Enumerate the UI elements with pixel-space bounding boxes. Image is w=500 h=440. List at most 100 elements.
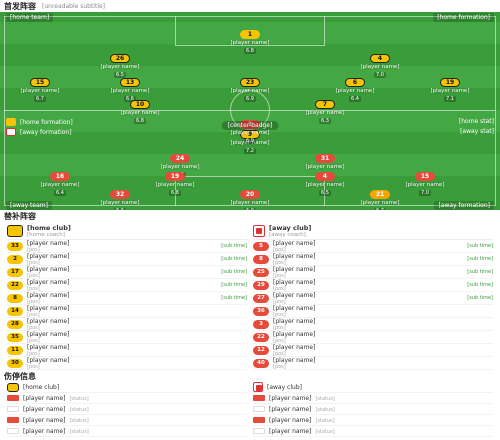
sub-info: [player name] [pos] [273,318,489,331]
table-row[interactable]: 29 [player name] [pos] [sub time] [253,279,493,292]
away-player[interactable]: 15 [player name] 7.0 [400,172,450,196]
home-player-rating: 7.2 [244,148,256,154]
injury-status: [status] [69,418,89,424]
home-player[interactable]: 10 [player name] 6.8 [115,100,165,124]
sub-name: [player name] [273,304,316,312]
away-subs: [away club] [away coach] 5 [player name][… [250,222,496,370]
table-row[interactable]: 35 [player name] [pos] [7,331,247,344]
home-form-formation: [home formation] [20,118,73,126]
home-player[interactable]: 13 [player name] 6.6 [105,78,155,102]
table-row[interactable]: 27 [player name] [pos] [sub time] [253,292,493,305]
sub-number: 33 [7,241,23,251]
sub-info: [player name] [pos] [273,253,463,266]
injury-status: [status] [315,418,335,424]
table-row[interactable]: 11 [player name] [pos] [7,344,247,357]
table-row[interactable]: 28 [player name] [pos] [7,318,247,331]
list-item[interactable]: [player name] [status] [253,415,493,426]
sub-position: [pos] [27,298,40,305]
injury-name: [player name] [23,395,66,402]
away-player[interactable]: 21[player name]6.7 [355,190,405,210]
table-row[interactable]: 8 [player name] [pos] [sub time] [253,253,493,266]
away-player-name: [player name] [305,164,345,170]
table-row[interactable]: 5 [player name] [pos] [sub time] [253,240,493,253]
lineup-header: 首发阵容 [unreadable subtitle] [0,0,500,12]
home-player[interactable]: 7 [player name] 6.3 [300,100,350,124]
home-player-rating: 6.8 [244,48,256,54]
sub-position: [pos] [273,311,286,318]
home-jersey-number: 26 [110,54,130,63]
sub-position: [pos] [273,246,286,253]
table-row[interactable]: 36 [player name] [pos] [253,305,493,318]
sub-name: [player name] [273,343,316,351]
sub-position: [pos] [27,259,40,266]
list-item[interactable]: [player name] [status] [253,393,493,404]
away-player-rating: 6.5 [319,190,331,196]
table-row[interactable]: 12 [player name] [pos] [253,344,493,357]
table-row[interactable]: 22 [player name] [pos] [253,331,493,344]
home-player[interactable]: 4 [player name] 7.0 [355,54,405,78]
list-item[interactable]: [player name] [status] [253,426,493,437]
sub-name: [player name] [27,291,70,299]
away-player-name: [player name] [40,182,80,188]
table-row[interactable]: 2 [player name] [pos] [sub time] [7,253,247,266]
home-player[interactable]: 26 [player name] 6.5 [95,54,145,78]
away-player-rating: 6.4 [54,190,66,196]
sub-number: 3 [253,319,269,329]
list-item[interactable]: [player name] [status] [7,426,247,437]
away-player[interactable]: 19 [player name] 6.8 [150,172,200,196]
home-jersey-number: 4 [370,54,390,63]
away-player[interactable]: 32[player name]6.6 [95,190,145,210]
home-player[interactable]: 1 [player name] 6.8 [225,30,275,54]
sub-number: 2 [7,254,23,264]
away-player-name: [player name] [405,182,445,188]
away-jersey-number: 24 [170,154,190,163]
table-row[interactable]: 14 [player name] [pos] [7,305,247,318]
sub-number: 14 [7,306,23,316]
sub-time: [sub time] [221,295,247,301]
list-item[interactable]: [player name] [status] [7,404,247,415]
list-item[interactable]: [player name] [status] [253,404,493,415]
table-row[interactable]: 22 [player name] [pos] [sub time] [7,279,247,292]
table-row[interactable]: 30 [player name] [pos] [7,357,247,370]
sub-info: [player name] [pos] [27,305,243,318]
home-player[interactable]: 9 [player name] 7.2 [225,130,275,154]
home-player-name: [player name] [360,64,400,70]
table-row[interactable]: 8 [player name] [pos] [sub time] [7,292,247,305]
list-item[interactable]: [player name] [status] [7,393,247,404]
sub-number: 35 [7,332,23,342]
home-injuries-head: [home club] [7,382,247,393]
home-jersey-number: 13 [120,78,140,87]
sub-name: [player name] [27,330,70,338]
away-player[interactable]: 20[player name]6.9 [225,190,275,210]
sub-position: [pos] [273,350,286,357]
injury-icon [7,428,19,434]
table-row[interactable]: 25 [player name] [pos] [sub time] [253,266,493,279]
table-row[interactable]: 40 [player name] [pos] [253,357,493,370]
sub-info: [player name] [pos] [273,266,463,279]
away-player-rating: 6.7 [374,208,386,210]
home-player-name: [player name] [110,88,150,94]
table-row[interactable]: 3 [player name] [pos] [253,318,493,331]
home-player[interactable]: 19 [player name] 7.1 [425,78,475,102]
sub-number: 28 [7,319,23,329]
home-team-name: [home team] [6,12,54,22]
table-row[interactable]: 17 [player name] [pos] [sub time] [7,266,247,279]
sub-position: [pos] [27,324,40,331]
home-player[interactable]: 6 [player name] 6.4 [330,78,380,102]
sub-position: [pos] [273,363,286,370]
home-jersey-number: 15 [30,78,50,87]
pitch-border [4,16,496,206]
home-player[interactable]: 15 [player name] 6.7 [15,78,65,102]
injury-icon [253,406,265,412]
away-player[interactable]: 4 [player name] 6.5 [300,172,350,196]
away-player[interactable]: 16 [player name] 6.4 [35,172,85,196]
table-row[interactable]: 33 [player name] [pos] [sub time] [7,240,247,253]
away-player[interactable]: 1 [player name] 6.9 [225,120,275,144]
sub-position: [pos] [273,324,286,331]
sub-name: [player name] [273,239,316,247]
home-player[interactable]: 23 [player name] 6.9 [225,78,275,102]
injury-name: [player name] [269,428,312,435]
list-item[interactable]: [player name] [status] [7,415,247,426]
sub-info: [player name] [pos] [27,266,217,279]
away-club-name: [away club] [269,223,312,232]
